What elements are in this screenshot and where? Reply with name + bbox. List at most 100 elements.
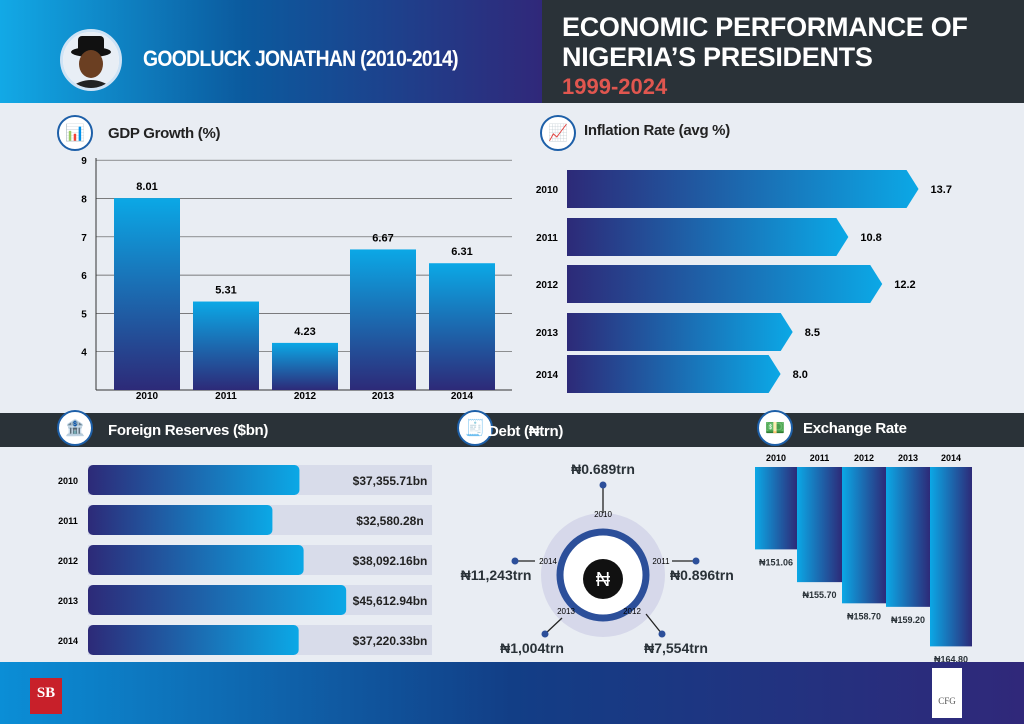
debt-year-label: 2014 [539, 557, 557, 566]
reserves-bar [88, 505, 273, 535]
reserves-title: Foreign Reserves ($bn) [108, 422, 269, 439]
gdp-icon: 📊 [57, 115, 93, 151]
debt-marker [511, 557, 519, 565]
y-tick-label: 6 [81, 271, 87, 282]
exchange-bar [930, 467, 972, 647]
y-tick-label: 2013 [58, 596, 78, 606]
x-tick-label: 2011 [215, 391, 237, 402]
money-bag-icon [583, 559, 623, 599]
y-tick-label: 8 [81, 195, 87, 206]
reserves-value-label: $45,612.94bn [353, 594, 428, 608]
y-tick-label: 2014 [58, 636, 78, 646]
gdp-bar [193, 301, 259, 390]
reserves-value-label: $32,580.28n [356, 514, 423, 528]
gdp-value-label: 6.67 [372, 232, 393, 244]
exchange-title: Exchange Rate [803, 420, 907, 437]
gdp-value-label: 6.31 [451, 246, 472, 258]
reserves-value-label: $37,220.33bn [353, 634, 428, 648]
gdp-value-label: 4.23 [294, 326, 315, 338]
x-tick-label: 2010 [766, 453, 786, 463]
footer: SB CFG [0, 662, 1024, 724]
page-title-line2: NIGERIA’S PRESIDENTS [562, 42, 873, 72]
debt-year-label: 2013 [557, 607, 575, 616]
inflation-arrow-bar [567, 218, 849, 256]
inflation-title: Inflation Rate (avg %) [584, 122, 730, 139]
title-panel [542, 0, 1024, 103]
inflation-value-label: 8.0 [793, 369, 808, 381]
sb-morgen-logo: SB [30, 678, 62, 714]
debt-value-label: ₦11,243trn [461, 567, 532, 583]
exchange-bar [842, 467, 886, 604]
x-tick-label: 2012 [294, 391, 317, 402]
gdp-value-label: 5.31 [215, 285, 236, 297]
y-tick-label: 5 [81, 309, 87, 320]
exchange-value-label: ₦158.70 [847, 611, 881, 621]
y-tick-label: 7 [81, 233, 87, 244]
x-tick-label: 2012 [854, 453, 874, 463]
x-tick-label: 2014 [451, 391, 474, 402]
reserves-value-label: $38,092.16bn [353, 554, 428, 568]
exchange-value-label: ₦159.20 [891, 615, 925, 625]
debt-title: Debt (₦trn) [488, 423, 564, 440]
debt-icon: 🧾 [457, 410, 493, 446]
reserves-icon: 🏦 [57, 410, 93, 446]
debt-marker [541, 630, 549, 638]
debt-value-label: ₦0.896trn [670, 567, 734, 583]
debt-marker [658, 630, 666, 638]
president-name: GOODLUCK JONATHAN (2010-2014) [143, 46, 459, 71]
reserves-bar [88, 465, 300, 495]
inflation-arrow-bar [567, 170, 919, 208]
gdp-value-label: 8.01 [136, 181, 157, 193]
gdp-bar [272, 342, 338, 390]
naira-symbol-icon: ₦ [596, 569, 611, 591]
exchange-bar [755, 467, 797, 550]
debt-value-label: ₦7,554trn [644, 640, 708, 656]
y-tick-label: 2012 [536, 280, 559, 291]
reserves-bar [88, 585, 347, 615]
inflation-value-label: 13.7 [931, 184, 952, 196]
y-tick-label: 2012 [58, 556, 78, 566]
debt-year-label: 2011 [652, 557, 670, 566]
exchange-icon: 💵 [757, 410, 793, 446]
debt-year-label: 2010 [594, 510, 612, 519]
inflation-arrow-bar [567, 313, 793, 351]
inflation-arrow-bar [567, 265, 883, 303]
page-title-line1: ECONOMIC PERFORMANCE OF [562, 12, 968, 42]
exchange-value-label: ₦151.06 [759, 557, 793, 567]
exchange-bar [886, 467, 930, 607]
gdp-bar [350, 249, 416, 390]
debt-value-label: ₦0.689trn [571, 461, 635, 477]
reserves-bar [88, 545, 304, 575]
y-tick-label: 2011 [58, 516, 78, 526]
president-photo [60, 29, 122, 91]
gdp-bar [429, 263, 495, 390]
x-tick-label: 2010 [136, 391, 159, 402]
period: 1999-2024 [562, 74, 668, 99]
reserves-value-label: $37,355.71bn [353, 474, 428, 488]
inflation-arrow-bar [567, 355, 781, 393]
exchange-value-label: ₦155.70 [802, 590, 836, 600]
debt-value-label: ₦1,004trn [500, 640, 564, 656]
inflation-value-label: 12.2 [894, 279, 915, 291]
reserves-bar [88, 625, 299, 655]
debt-marker [692, 557, 700, 565]
exchange-bar [797, 467, 842, 583]
y-tick-label: 2014 [536, 370, 559, 381]
x-tick-label: 2014 [941, 453, 961, 463]
x-tick-label: 2013 [372, 391, 395, 402]
cfg-logo: CFG [932, 668, 962, 718]
debt-leader-line [544, 617, 563, 635]
gdp-bar [114, 198, 180, 390]
y-tick-label: 2010 [536, 185, 559, 196]
debt-year-label: 2012 [623, 607, 641, 616]
y-tick-label: 2010 [58, 476, 78, 486]
y-tick-label: 2011 [536, 233, 558, 244]
x-tick-label: 2013 [898, 453, 918, 463]
x-tick-label: 2011 [810, 453, 830, 463]
y-tick-label: 9 [81, 156, 87, 167]
exchange-value-label: ₦164.80 [934, 654, 968, 664]
inflation-icon: 📈 [540, 115, 576, 151]
debt-marker [599, 481, 607, 489]
y-tick-label: 2013 [536, 328, 559, 339]
